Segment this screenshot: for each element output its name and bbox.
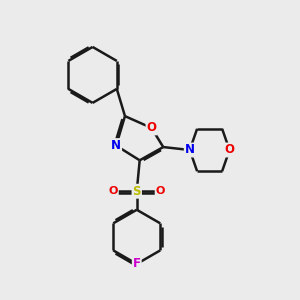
Text: N: N xyxy=(111,139,121,152)
Text: F: F xyxy=(133,257,141,271)
Text: S: S xyxy=(133,185,141,198)
Text: O: O xyxy=(224,143,235,157)
Text: N: N xyxy=(185,143,195,157)
Text: O: O xyxy=(109,186,118,196)
Text: O: O xyxy=(146,122,157,134)
Text: O: O xyxy=(156,186,165,196)
